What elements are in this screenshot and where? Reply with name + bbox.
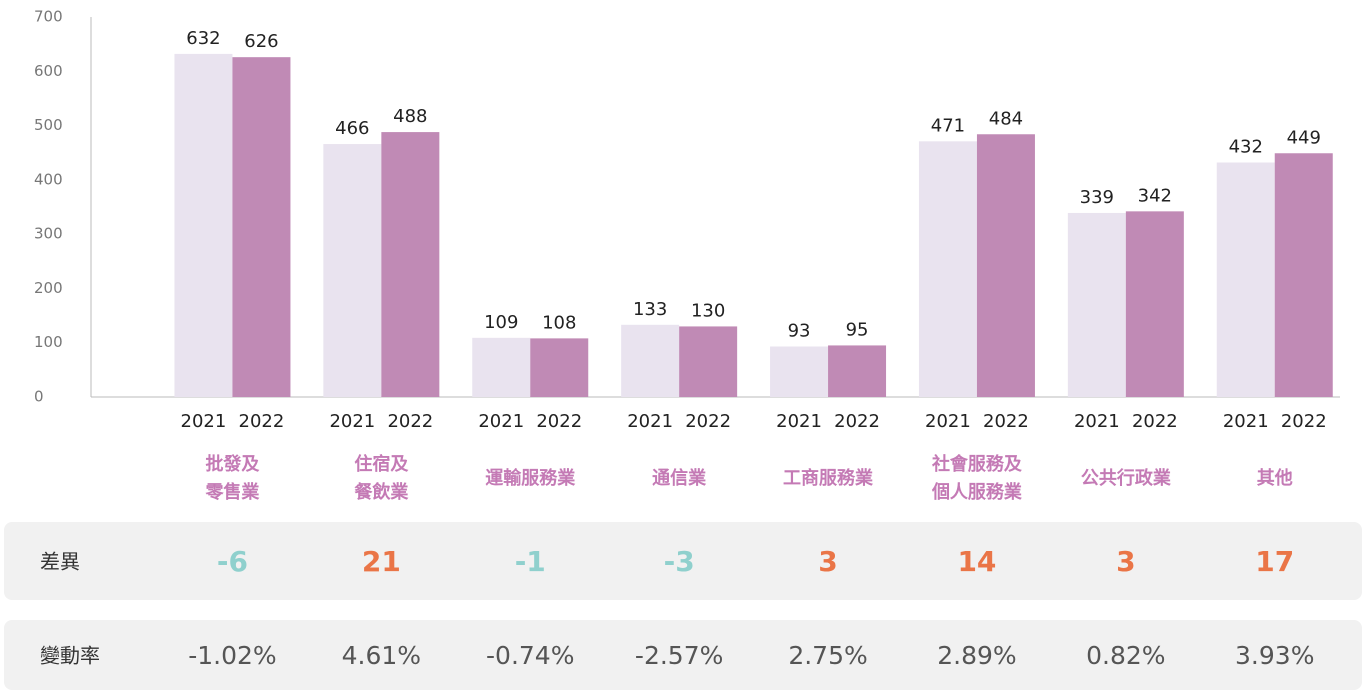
category-label: 通信業 (652, 467, 707, 489)
change-rate: 3.93% (1235, 641, 1314, 670)
value-label: 133 (633, 299, 667, 320)
value-label: 449 (1287, 127, 1321, 148)
year-label: 2022 (834, 411, 880, 432)
difference-value: -3 (664, 545, 695, 578)
bar (621, 324, 680, 397)
change-rate: -2.57% (635, 641, 723, 670)
value-label: 342 (1138, 185, 1172, 206)
year-label: 2021 (1223, 411, 1269, 432)
category-label: 其他 (1257, 467, 1293, 489)
year-label: 2021 (925, 411, 971, 432)
change-rate: 2.75% (788, 641, 867, 670)
bar (381, 132, 440, 398)
year-label: 2021 (1074, 411, 1120, 432)
difference-value: 17 (1255, 545, 1294, 578)
difference-value: 3 (1116, 545, 1135, 578)
category-label: 社會服務及 (932, 453, 1023, 475)
value-label: 108 (542, 312, 576, 333)
y-tick-label: 100 (34, 333, 63, 351)
value-label: 95 (846, 319, 869, 340)
year-label: 2022 (685, 411, 731, 432)
difference-value: 3 (818, 545, 837, 578)
value-label: 466 (335, 118, 369, 139)
year-label: 2022 (239, 411, 285, 432)
bar (828, 345, 887, 397)
year-label: 2022 (536, 411, 582, 432)
bar (679, 326, 738, 397)
value-label: 632 (186, 28, 220, 49)
bar (174, 53, 233, 398)
value-label: 93 (788, 321, 811, 342)
category-label: 公共行政業 (1081, 467, 1172, 489)
value-label: 432 (1229, 136, 1263, 157)
y-tick-label: 300 (34, 225, 63, 243)
category-label: 餐飲業 (353, 481, 409, 503)
category-label: 運輸服務業 (485, 467, 576, 489)
year-label: 2021 (181, 411, 227, 432)
change-rate: 4.61% (342, 641, 421, 670)
bar (232, 57, 291, 398)
category-label: 批發及 (205, 453, 260, 475)
change-rate: -1.02% (188, 641, 276, 670)
value-label: 626 (244, 31, 278, 52)
difference-value: 21 (362, 545, 401, 578)
bar (530, 338, 589, 397)
bar (323, 144, 382, 397)
row-label: 變動率 (40, 644, 100, 668)
change-rate: 0.82% (1086, 641, 1165, 670)
year-label: 2021 (329, 411, 375, 432)
value-label: 130 (691, 300, 725, 321)
year-label: 2022 (387, 411, 433, 432)
year-label: 2021 (776, 411, 822, 432)
year-label: 2022 (983, 411, 1029, 432)
category-label: 工商服務業 (783, 467, 874, 489)
bar (1274, 153, 1333, 397)
difference-value: 14 (957, 545, 996, 578)
category-label: 住宿及 (354, 453, 409, 475)
value-label: 339 (1080, 187, 1114, 208)
bar (472, 337, 531, 397)
value-label: 109 (484, 312, 518, 333)
year-label: 2021 (627, 411, 673, 432)
year-label: 2022 (1281, 411, 1327, 432)
y-tick-label: 600 (34, 62, 63, 80)
year-label: 2021 (478, 411, 524, 432)
y-tick-label: 400 (34, 170, 63, 188)
category-label: 個人服務業 (931, 481, 1023, 503)
bar (1216, 162, 1275, 397)
value-label: 488 (393, 106, 427, 127)
difference-value: -1 (515, 545, 546, 578)
row-bg (4, 620, 1362, 690)
change-rate: 2.89% (937, 641, 1016, 670)
value-label: 471 (931, 115, 965, 136)
y-tick-label: 200 (34, 279, 63, 297)
bar (770, 346, 829, 397)
bar (1125, 211, 1184, 397)
row-bg (4, 522, 1362, 600)
bar (1067, 212, 1126, 397)
y-tick-label: 700 (34, 8, 63, 26)
category-label: 零售業 (204, 481, 260, 503)
bar (976, 134, 1035, 397)
bar (918, 141, 977, 397)
y-tick-label: 500 (34, 116, 63, 134)
y-tick-label: 0 (34, 388, 44, 406)
row-label: 差異 (40, 550, 80, 574)
value-label: 484 (989, 108, 1023, 129)
change-rate: -0.74% (486, 641, 574, 670)
difference-value: -6 (217, 545, 248, 578)
year-label: 2022 (1132, 411, 1178, 432)
